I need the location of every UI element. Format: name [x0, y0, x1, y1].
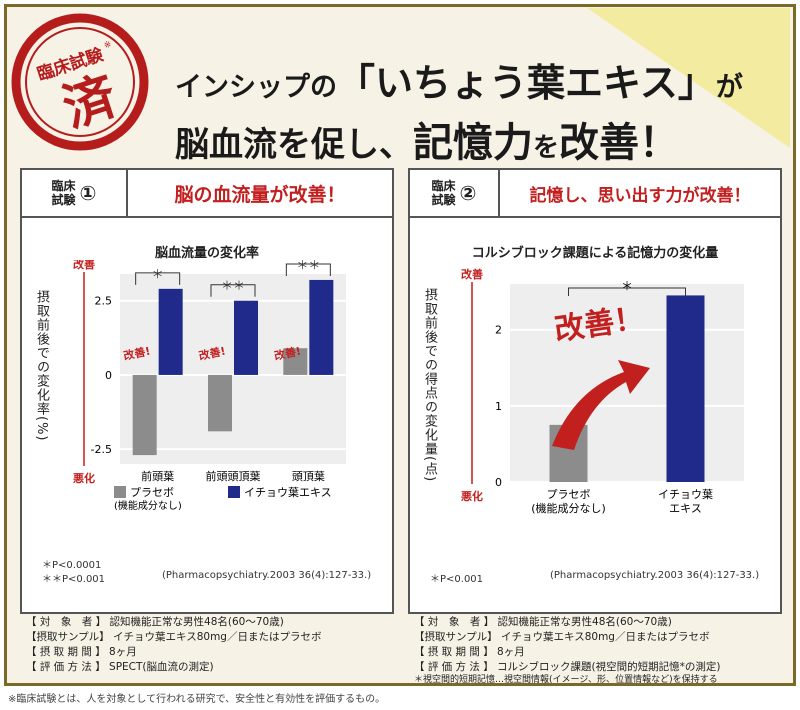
headline-line2: 脳血流を促し、記憶力を改善！ — [175, 110, 679, 168]
panel2-info-0: 【 対 象 者 】 認知機能正常な男性48名(60〜70歳) — [414, 616, 672, 628]
chart1-bar — [158, 288, 183, 375]
headline-l2a: 脳血流を促し、 — [175, 125, 413, 165]
chart2-category-sub: (機能成分なし) — [531, 501, 606, 515]
chart1-sig-mark: ＊＊ — [221, 279, 245, 293]
panel2-info-2: 【 摂 取 期 間 】 8ヶ月 — [414, 646, 525, 658]
chart2-ytick: 0 — [495, 476, 502, 489]
panel2-info-3: 【 評 価 方 法 】 コルシブロック課題(視空間的短期記憶*の測定) — [414, 661, 721, 673]
chart1-sig-mark: ＊ — [152, 267, 164, 281]
panel2-citation: (Pharmacopsychiatry.2003 36(4):127-33.) — [550, 570, 760, 581]
chart1-category-label: 前頭葉 — [141, 469, 174, 483]
chart1-sig-mark: ＊＊ — [296, 260, 320, 272]
chart1-kaizen-label: 改善! — [122, 344, 151, 363]
headline-prefix: インシップの — [175, 72, 337, 103]
footer-note: ※臨床試験とは、人を対象として行われる研究で、安全性と有効性を評価するもの。 — [8, 694, 386, 705]
panel1-info-2: 【 摂 取 期 間 】 8ヶ月 — [26, 646, 137, 658]
chart2-improve-arrow — [552, 360, 650, 450]
headline-l2c: を — [533, 133, 560, 163]
panel-trial-2: 臨床 試験 ② 記憶し、思い出す力が改善！ コルシブロック課題による記憶力の変化量… — [408, 168, 782, 614]
chart1-legend-swatch-ginkgo — [228, 486, 240, 498]
headline-product: 「いちょう葉エキス」 — [337, 61, 716, 105]
chart1-bar — [309, 279, 334, 375]
panel1-headline: 脳の血流量が改善！ — [174, 183, 346, 206]
panel2-tag-a: 臨床 — [431, 179, 456, 193]
chart2-ytick: 1 — [495, 400, 502, 413]
chart1-category-label: 前頭頭頂葉 — [206, 469, 261, 483]
panel1-info-1: 【摂取サンプル】 イチョウ葉エキス80mg／日またはプラセボ — [26, 631, 322, 643]
chart1-bar — [132, 374, 157, 456]
chart1-sig-bracket — [285, 263, 331, 276]
panel2-tag-label: 臨床 試験 ② — [410, 170, 500, 216]
chart1-sig-bracket — [135, 272, 181, 285]
chart1-ytick: 0 — [105, 369, 112, 382]
chart1-legend-ginkgo: イチョウ葉エキス — [244, 485, 332, 499]
panel2-tag-b: 試験 — [431, 193, 456, 207]
chart1-title: 脳血流量の変化率 — [154, 246, 259, 261]
chart1-ytick: -2.5 — [91, 443, 112, 456]
panel1-tag: 臨床 試験 ① 脳の血流量が改善！ — [22, 170, 392, 218]
chart1-up-label: 改善 — [73, 260, 95, 271]
chart2-category-sub: エキス — [669, 502, 702, 515]
panel2-tag: 臨床 試験 ② 記憶し、思い出す力が改善！ — [410, 170, 780, 218]
chart1-legend-placebo: プラセボ — [130, 486, 174, 499]
chart2-sig-bracket — [568, 287, 686, 296]
chart2-up-label: 改善 — [461, 267, 483, 281]
panel2-note1: ＊P<0.001 — [430, 574, 484, 585]
panel1-tag-b: 試験 — [51, 193, 76, 207]
panel2-info-4: ＊視空間的短期記憶…視空間情報(イメージ、形、位置情報など)を保持する — [414, 675, 718, 685]
panel2-info-1: 【摂取サンプル】 イチョウ葉エキス80mg／日またはプラセボ — [414, 631, 710, 643]
chart2-category-label: イチョウ葉 — [658, 487, 713, 501]
chart2-category-label: プラセボ — [547, 488, 591, 501]
chart1-kaizen-label: 改善! — [197, 344, 226, 363]
chart2-ylabel: 摂取前後での得点の変化量(点) — [422, 288, 437, 483]
panel1-tag-num: ① — [79, 181, 97, 205]
panel1-info-3: 【 評 価 方 法 】 SPECT(脳血流の測定) — [26, 661, 214, 673]
panel1-citation: (Pharmacopsychiatry.2003 36(4):127-33.) — [162, 570, 372, 581]
chart1-legend-swatch-placebo — [114, 486, 126, 498]
chart2-title: コルシブロック課題による記憶力の変化量 — [471, 246, 719, 261]
headline-line1: インシップの「いちょう葉エキス」が — [175, 52, 743, 107]
chart2-down-label: 悪化 — [461, 489, 483, 503]
chart1-sig-bracket — [210, 284, 256, 297]
chart2-sig-mark: ＊ — [621, 279, 633, 293]
panel1-note1: ＊P<0.0001 — [42, 560, 102, 571]
panel1-tag-a: 臨床 — [51, 179, 76, 193]
panel1-info-0: 【 対 象 者 】 認知機能正常な男性48名(60〜70歳) — [26, 616, 284, 628]
headline-l2b: 記憶力 — [413, 120, 533, 166]
chart1-kaizen-label: 改善! — [273, 344, 302, 363]
chart1-bg — [120, 274, 346, 464]
chart2-ytick: 2 — [495, 324, 502, 337]
panel1-note2: ＊＊P<0.001 — [42, 574, 106, 585]
chart1-ytick: 2.5 — [95, 295, 113, 308]
chart1-down-label: 悪化 — [73, 471, 95, 485]
chart1-ylabel: 摂取前後での変化率(%) — [34, 290, 49, 442]
chart1-bar — [283, 348, 308, 375]
panel1-tag-label: 臨床 試験 ① — [22, 170, 128, 216]
panel2-tag-num: ② — [459, 181, 477, 205]
chart2-bar — [666, 295, 705, 482]
chart1-category-label: 頭頂葉 — [292, 469, 325, 483]
headline-l2d: 改善！ — [559, 120, 680, 166]
headline-suffix: が — [715, 72, 743, 103]
panel2-headline: 記憶し、思い出す力が改善！ — [529, 185, 751, 206]
panel-trial-1: 臨床 試験 ① 脳の血流量が改善！ 脳血流量の変化率 摂取前後での変化率(%) -… — [20, 168, 394, 614]
stamp-mark: ※ — [103, 40, 113, 52]
stamp-char: 済 — [56, 66, 125, 139]
clinical-trial-stamp: 臨床試験 ※ 済 — [11, 13, 149, 151]
chart1-legend-placebo-sub: (機能成分なし) — [114, 499, 182, 510]
chart1-bar — [208, 374, 232, 432]
chart1-bar — [234, 300, 258, 375]
